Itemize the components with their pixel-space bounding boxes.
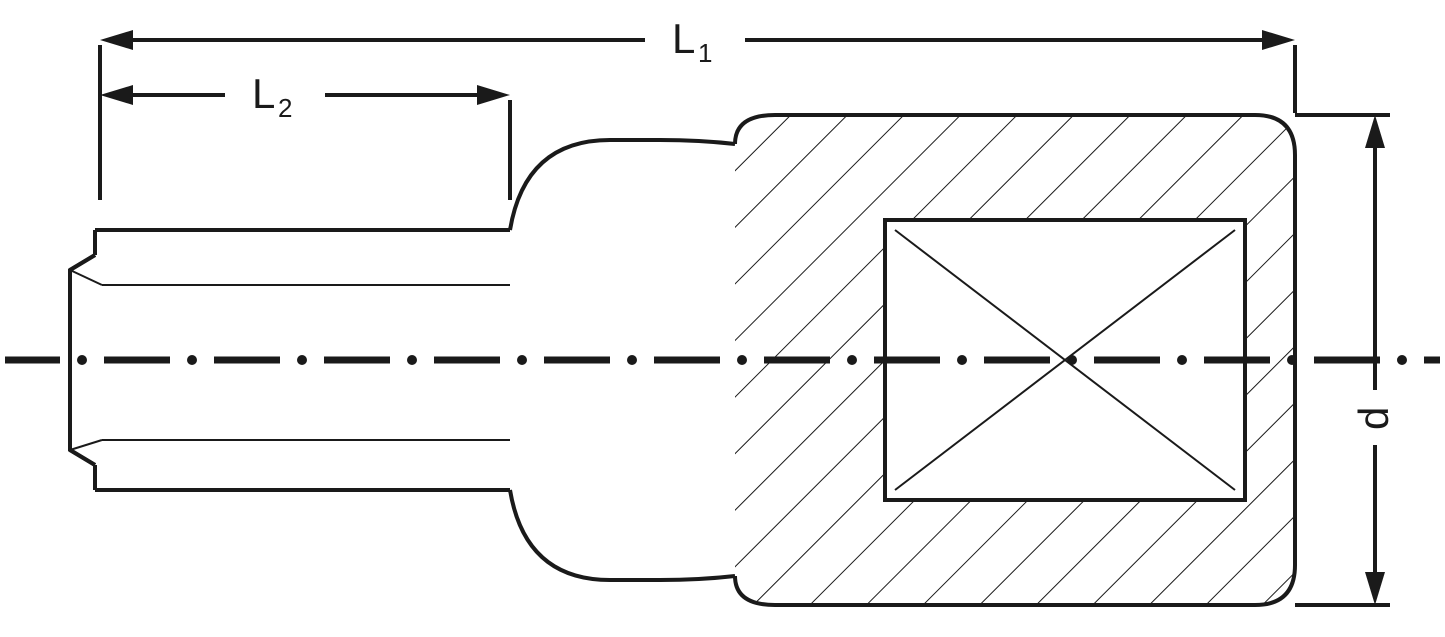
technical-drawing: L 1 L 2 d — [0, 0, 1445, 637]
dimension-L2-label: L — [252, 70, 275, 117]
dimension-L2-sub: 2 — [278, 93, 292, 123]
dimension-L1-label: L — [672, 15, 695, 62]
dimension-d-label: d — [1350, 407, 1397, 430]
centerline — [5, 355, 1440, 365]
dimension-L1-sub: 1 — [698, 38, 712, 68]
dimension-L2: L 2 — [100, 70, 510, 200]
